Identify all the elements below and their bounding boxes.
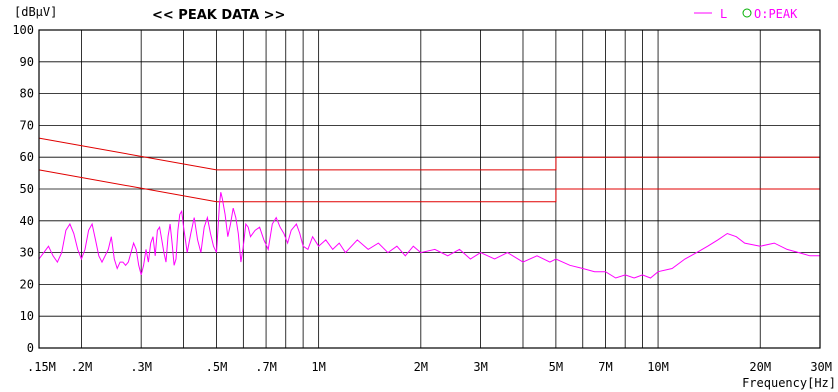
series-line-L (38, 192, 820, 279)
x-tick-label: 7M (598, 360, 612, 374)
legend: L O:PEAK (694, 7, 798, 21)
x-tick-label: 1M (311, 360, 325, 374)
x-tick-label: 3M (473, 360, 487, 374)
y-tick-label: 100 (12, 23, 34, 37)
plot-frame (38, 29, 821, 349)
chart-title: << PEAK DATA >> (152, 8, 285, 23)
x-axis-label: Frequency[Hz] (742, 376, 836, 390)
x-tick-labels: .15M .2M .3M .5M .7M 1M 2M 3M 5M 7M 10M 20M 30M (27, 360, 832, 374)
y-tick-label: 90 (20, 55, 34, 69)
y-tick-label: 50 (20, 182, 34, 196)
x-tick-label: 20M (749, 360, 771, 374)
x-tick-label: 2M (414, 360, 428, 374)
x-tick-label: 5M (549, 360, 563, 374)
x-tick-label: .15M (27, 360, 56, 374)
limit-line (38, 169, 820, 203)
legend-peak-label: O:PEAK (754, 7, 798, 21)
y-tick-label: 40 (20, 214, 34, 228)
x-tick-label: .2M (71, 360, 93, 374)
y-axis-label: [dBμV] (14, 5, 57, 19)
x-tick-label: .5M (206, 360, 228, 374)
series-layer (38, 192, 820, 279)
x-tick-label: .3M (130, 360, 152, 374)
y-tick-label: 60 (20, 150, 34, 164)
y-tick-label: 20 (20, 277, 34, 291)
y-tick-label: 80 (20, 87, 34, 101)
legend-series-label: L (720, 7, 727, 21)
y-tick-label: 0 (27, 341, 34, 355)
y-tick-label: 30 (20, 246, 34, 260)
x-tick-label: 30M (810, 360, 832, 374)
x-tick-label: .7M (255, 360, 277, 374)
y-tick-labels: 0 10 20 30 40 50 60 70 80 90 100 (12, 23, 34, 355)
legend-peak-marker-icon (742, 8, 752, 18)
x-tick-label: 10M (647, 360, 669, 374)
limit-line (38, 137, 820, 171)
y-tick-label: 70 (20, 118, 34, 132)
y-tick-label: 10 (20, 309, 34, 323)
limit-lines (38, 137, 820, 203)
